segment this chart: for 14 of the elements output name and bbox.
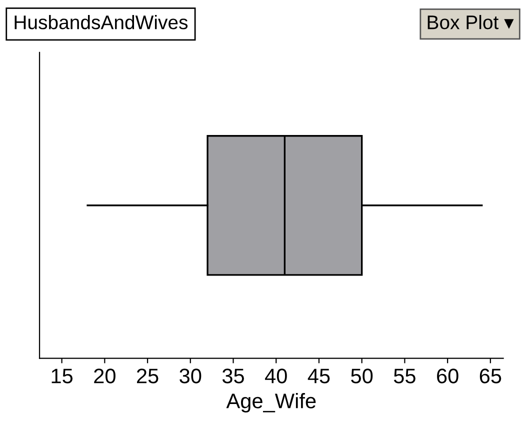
x-tick-label: 15: [52, 368, 73, 384]
x-tick-label: 25: [137, 368, 158, 384]
chart-title: HusbandsAndWives: [14, 14, 188, 30]
x-tick-label: 55: [394, 368, 416, 384]
x-tick-label: 60: [437, 368, 458, 384]
text: Box Plot ▾: [428, 14, 514, 30]
x-tick-label: 35: [222, 368, 244, 384]
x-tick-label: 20: [94, 368, 116, 384]
x-tick-label: 50: [351, 368, 373, 384]
x-tick-label: 65: [480, 368, 502, 384]
x-tick-label: 45: [308, 368, 330, 384]
x-axis-title: Age_Wife: [226, 393, 316, 412]
x-tick-label: 30: [180, 368, 202, 384]
x-tick-label: 40: [265, 368, 287, 384]
